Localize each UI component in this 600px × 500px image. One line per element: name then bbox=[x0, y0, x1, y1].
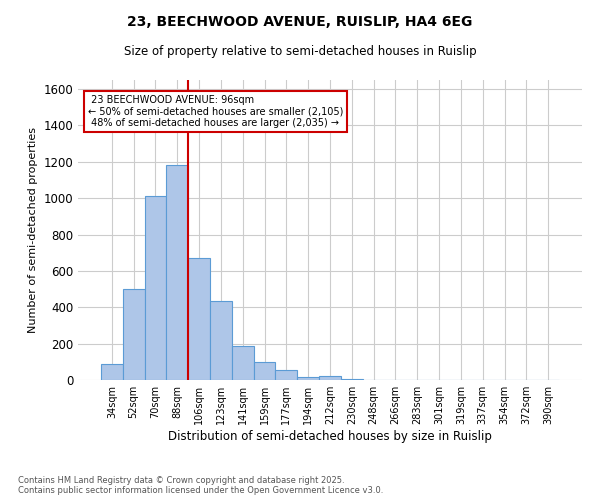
Y-axis label: Number of semi-detached properties: Number of semi-detached properties bbox=[28, 127, 38, 333]
Bar bbox=[319, 376, 341, 380]
Bar bbox=[297, 378, 319, 380]
Bar bbox=[101, 364, 123, 380]
Bar bbox=[188, 258, 210, 380]
Text: 23 BEECHWOOD AVENUE: 96sqm
← 50% of semi-detached houses are smaller (2,105)
 48: 23 BEECHWOOD AVENUE: 96sqm ← 50% of semi… bbox=[88, 95, 343, 128]
Bar bbox=[275, 370, 297, 380]
Bar bbox=[123, 289, 145, 380]
Bar bbox=[210, 301, 232, 380]
Bar bbox=[254, 362, 275, 380]
Text: Size of property relative to semi-detached houses in Ruislip: Size of property relative to semi-detach… bbox=[124, 45, 476, 58]
Bar bbox=[145, 196, 166, 380]
X-axis label: Distribution of semi-detached houses by size in Ruislip: Distribution of semi-detached houses by … bbox=[168, 430, 492, 443]
Text: Contains HM Land Registry data © Crown copyright and database right 2025.
Contai: Contains HM Land Registry data © Crown c… bbox=[18, 476, 383, 495]
Bar bbox=[232, 346, 254, 380]
Bar bbox=[341, 379, 363, 380]
Text: 23, BEECHWOOD AVENUE, RUISLIP, HA4 6EG: 23, BEECHWOOD AVENUE, RUISLIP, HA4 6EG bbox=[127, 15, 473, 29]
Bar bbox=[166, 164, 188, 380]
